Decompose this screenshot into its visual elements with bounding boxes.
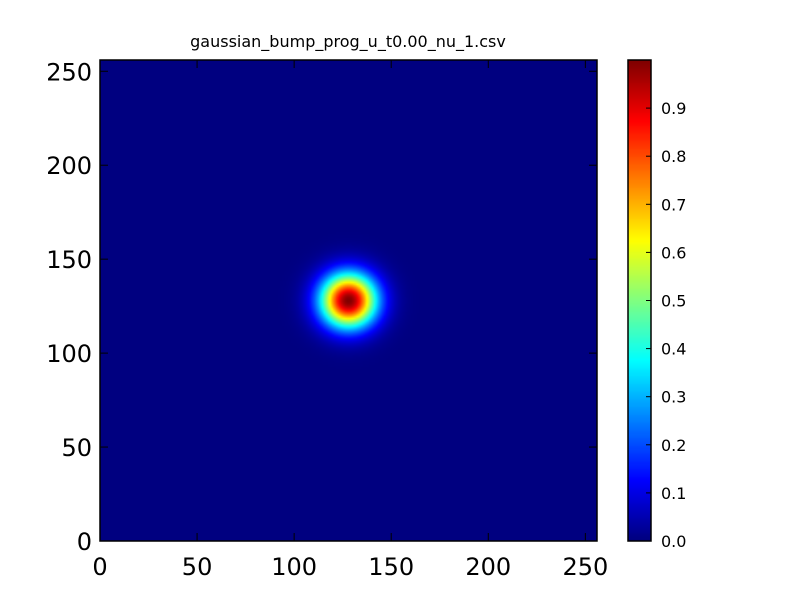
y-tick-label: 150 (46, 246, 92, 274)
colorbar-tick-label: 0.1 (661, 484, 686, 503)
colorbar-tick-label: 0.0 (661, 532, 686, 551)
x-tick-label: 200 (465, 553, 511, 581)
y-tick-label: 0 (77, 528, 92, 556)
chart-title: gaussian_bump_prog_u_t0.00_nu_1.csv (190, 32, 506, 52)
x-tick-label: 50 (182, 553, 213, 581)
x-axis-ticks: 0 50 100 150 200 250 (92, 60, 608, 581)
y-tick-label: 100 (46, 340, 92, 368)
colorbar-tick-label: 0.6 (661, 243, 686, 262)
colorbar-tick-label: 0.5 (661, 292, 686, 311)
heatmap-image (100, 60, 597, 541)
y-tick-label: 200 (46, 152, 92, 180)
colorbar-gradient (628, 60, 651, 541)
colorbar-tick-label: 0.3 (661, 388, 686, 407)
y-tick-label: 50 (61, 434, 92, 462)
x-tick-label: 250 (562, 553, 608, 581)
y-axis-ticks: 0 50 100 150 200 250 (46, 58, 597, 556)
colorbar-tick-label: 0.7 (661, 195, 686, 214)
plot-frame (99, 59, 598, 542)
colorbar-tick-label: 0.9 (661, 99, 686, 118)
colorbar-tick-label: 0.4 (661, 340, 686, 359)
heatmap-plot-area (99, 59, 598, 542)
x-tick-label: 150 (368, 553, 414, 581)
colorbar-tick-label: 0.8 (661, 147, 686, 166)
x-tick-label: 100 (271, 553, 317, 581)
colorbar-tick-label: 0.2 (661, 436, 686, 455)
colorbar-ticks: 0.0 0.1 0.2 0.3 0.4 0.5 0.6 0.7 0.8 0.9 (646, 99, 686, 551)
x-tick-label: 0 (92, 553, 107, 581)
y-tick-label: 250 (46, 58, 92, 86)
colorbar: 0.0 0.1 0.2 0.3 0.4 0.5 0.6 0.7 0.8 0.9 (627, 59, 686, 551)
